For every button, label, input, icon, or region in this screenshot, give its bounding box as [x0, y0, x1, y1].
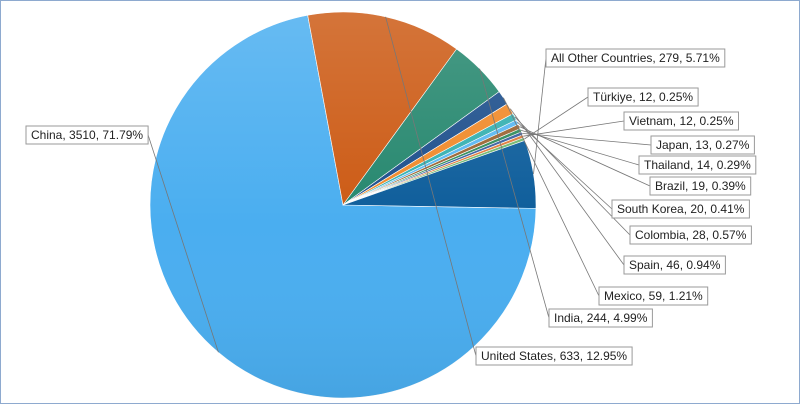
leader-line: [522, 133, 652, 146]
slice-label: Colombia, 28, 0.57%: [629, 225, 752, 245]
leader-line: [479, 68, 550, 319]
slice-label: Thailand, 14, 0.29%: [638, 155, 757, 175]
slice-label: United States, 633, 12.95%: [475, 346, 633, 366]
slice-label-box: [611, 199, 750, 219]
slice-label-text: Thailand, 14, 0.29%: [644, 158, 751, 172]
leader-line: [523, 120, 625, 137]
slice-label-text: South Korea, 20, 0.41%: [617, 202, 745, 216]
leader-line: [524, 96, 589, 140]
slice-label-text: Türkiye, 12, 0.25%: [593, 90, 693, 104]
slice-label-box: [475, 346, 633, 366]
slice-labels: China, 3510, 71.79% United States, 633, 1…: [25, 48, 757, 366]
slice-label: Spain, 46, 0.94%: [623, 255, 726, 275]
slice-label: Vietnam, 12, 0.25%: [623, 111, 739, 131]
slice-label-text: Vietnam, 12, 0.25%: [629, 114, 734, 128]
slice-label-text: Spain, 46, 0.94%: [629, 258, 721, 272]
leader-line: [147, 134, 219, 353]
leader-line: [533, 57, 547, 174]
slice-label-box: [650, 135, 755, 155]
slice-label-box: [623, 111, 739, 131]
slice-label-text: Colombia, 28, 0.57%: [635, 228, 747, 242]
pie-slices: [149, 11, 537, 399]
slice-label-box: [629, 225, 752, 245]
leader-line: [509, 108, 625, 266]
leader-line: [503, 97, 600, 297]
slice-label: China, 3510, 71.79%: [25, 125, 149, 145]
slice-label-box: [638, 155, 757, 175]
slice-label: Türkiye, 12, 0.25%: [587, 87, 699, 107]
slice-label-box: [623, 255, 726, 275]
slice-label-text: Japan, 13, 0.27%: [656, 138, 750, 152]
slice-label: South Korea, 20, 0.41%: [611, 199, 750, 219]
slice-label-text: Mexico, 59, 1.21%: [604, 289, 703, 303]
leader-line: [385, 16, 477, 357]
slice-label: India, 244, 4.99%: [548, 308, 653, 328]
slice-label-text: Brazil, 19, 0.39%: [655, 179, 746, 193]
slice-label-box: [587, 87, 699, 107]
leader-line: [520, 129, 640, 166]
slice-label: Brazil, 19, 0.39%: [649, 176, 752, 196]
slice-label: All Other Countries, 279, 5.71%: [545, 48, 726, 68]
slice-label-box: [545, 48, 726, 68]
leader-line: [514, 116, 631, 236]
slice-label-box: [548, 308, 653, 328]
slice-label-box: [598, 286, 709, 306]
slice-label-text: India, 244, 4.99%: [554, 311, 648, 325]
slice-label-box: [649, 176, 752, 196]
leader-line: [517, 121, 613, 210]
slice-label: Mexico, 59, 1.21%: [598, 286, 709, 306]
slice-label-box: [25, 125, 149, 145]
slice-label-text: China, 3510, 71.79%: [31, 128, 143, 142]
leader-lines: [147, 16, 652, 357]
slice-label-text: United States, 633, 12.95%: [481, 349, 627, 363]
slice-label-text: All Other Countries, 279, 5.71%: [551, 51, 720, 65]
slice-label: Japan, 13, 0.27%: [650, 135, 755, 155]
